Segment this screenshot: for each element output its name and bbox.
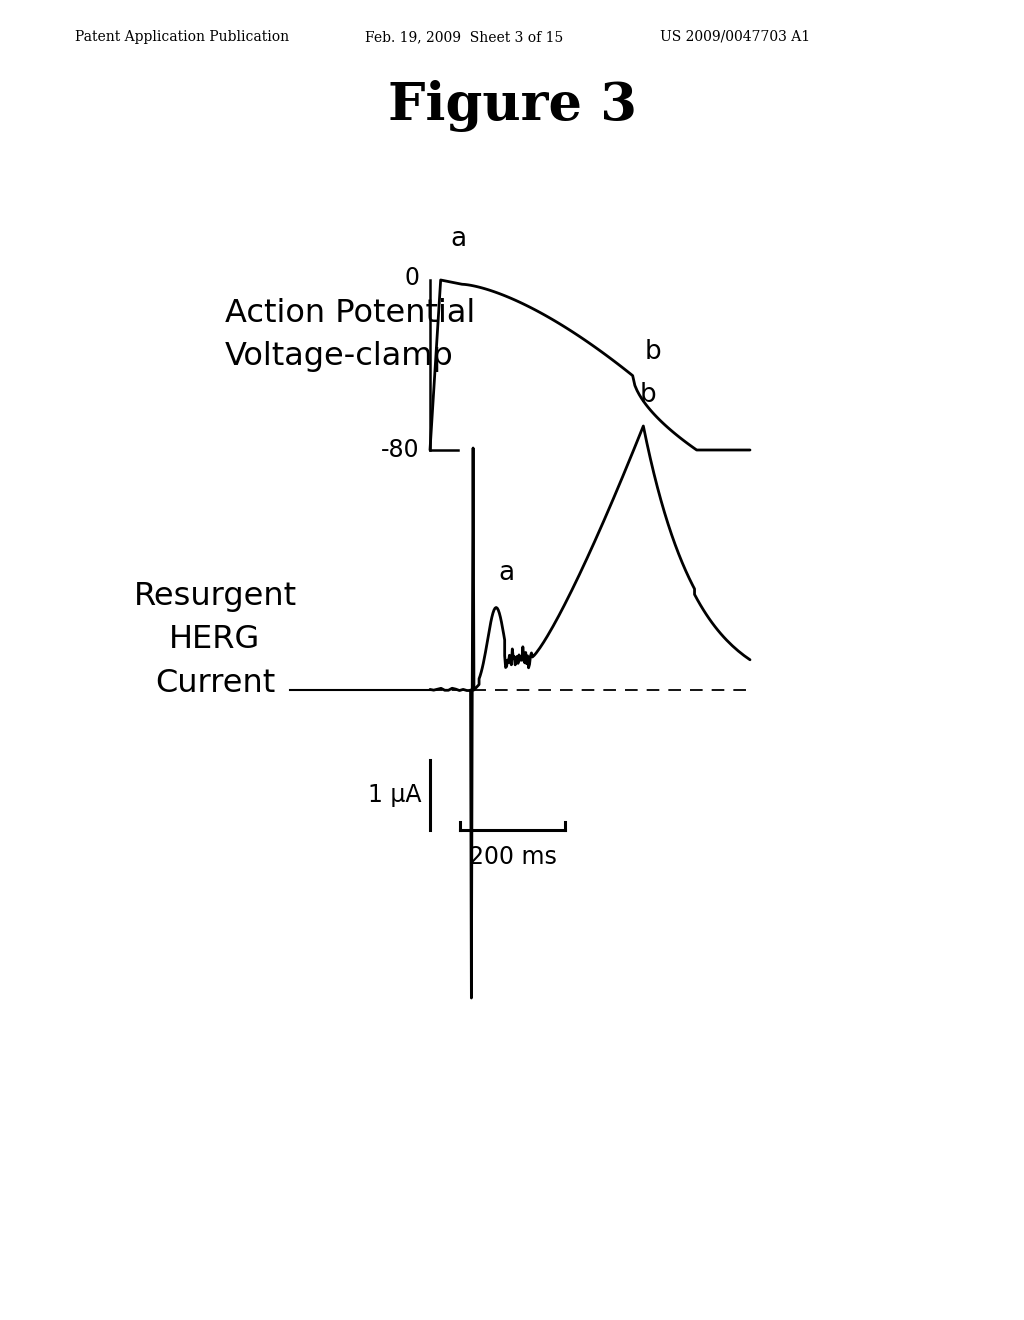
Text: 200 ms: 200 ms xyxy=(469,845,556,869)
Text: Patent Application Publication: Patent Application Publication xyxy=(75,30,289,44)
Text: US 2009/0047703 A1: US 2009/0047703 A1 xyxy=(660,30,810,44)
Text: Action Potential
Voltage-clamp: Action Potential Voltage-clamp xyxy=(225,298,475,372)
Text: 0: 0 xyxy=(406,267,420,290)
Text: b: b xyxy=(640,381,656,408)
Text: Resurgent
HERG
Current: Resurgent HERG Current xyxy=(133,582,297,698)
Text: Feb. 19, 2009  Sheet 3 of 15: Feb. 19, 2009 Sheet 3 of 15 xyxy=(365,30,563,44)
Text: b: b xyxy=(645,339,662,366)
Text: a: a xyxy=(450,226,466,252)
Text: -80: -80 xyxy=(381,438,420,462)
Text: a: a xyxy=(498,560,514,586)
Text: Figure 3: Figure 3 xyxy=(387,81,637,132)
Text: 1 μA: 1 μA xyxy=(369,783,422,807)
